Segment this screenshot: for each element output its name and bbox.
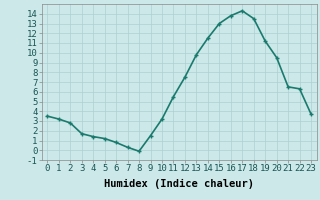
X-axis label: Humidex (Indice chaleur): Humidex (Indice chaleur) bbox=[104, 179, 254, 189]
